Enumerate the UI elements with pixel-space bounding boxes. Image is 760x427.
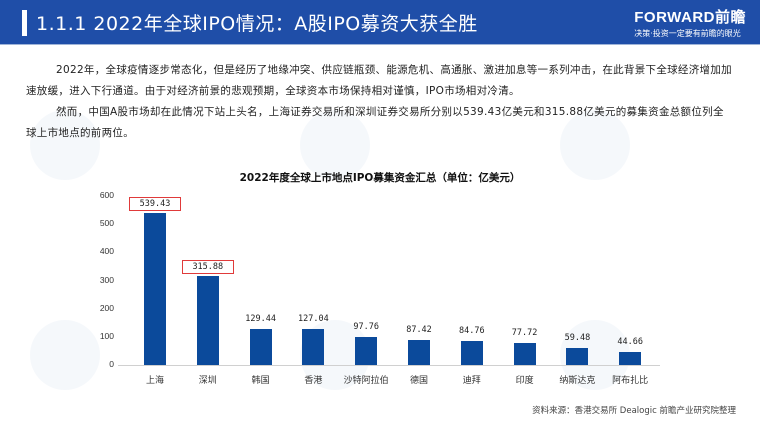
forward-logo: FORWARD前瞻 决策·投资一定要有前瞻的眼光 bbox=[634, 6, 746, 39]
bar-value-label: 44.66 bbox=[617, 337, 643, 348]
page-title: 1.1.1 2022年全球IPO情况：A股IPO募资大获全胜 bbox=[36, 13, 478, 35]
bar bbox=[408, 340, 430, 365]
x-category-label: 印度 bbox=[515, 376, 534, 386]
bar-value-label: 539.43 bbox=[129, 197, 181, 212]
bar-value-label: 127.04 bbox=[298, 314, 329, 325]
y-tick-label: 200 bbox=[99, 302, 114, 313]
x-category-label: 德国 bbox=[409, 376, 428, 386]
y-tick-label: 500 bbox=[99, 218, 114, 229]
x-axis-line bbox=[118, 365, 660, 366]
bar-value-label: 84.76 bbox=[459, 326, 485, 337]
x-category-label: 阿布扎比 bbox=[612, 376, 649, 386]
header-divider bbox=[0, 44, 760, 45]
x-category-label: 深圳 bbox=[198, 376, 217, 386]
y-tick-label: 0 bbox=[109, 359, 114, 369]
paragraph-1: 2022年，全球疫情逐步常态化，但是经历了地缘冲突、供应链瓶颈、能源危机、高通胀… bbox=[26, 64, 732, 97]
bar bbox=[513, 343, 536, 365]
bar-value-label: 97.76 bbox=[353, 322, 379, 333]
source-note: 资料来源：香港交易所 Dealogic 前瞻产业研究院整理 bbox=[532, 406, 736, 416]
bar bbox=[460, 341, 483, 365]
y-tick-label: 400 bbox=[99, 246, 114, 257]
x-category-label: 香港 bbox=[304, 376, 323, 386]
bar-value-label: 129.44 bbox=[245, 313, 276, 324]
bar bbox=[144, 213, 166, 365]
x-category-label: 沙特阿拉伯 bbox=[343, 376, 389, 386]
x-category-label: 上海 bbox=[145, 376, 164, 386]
bar-value-label: 77.72 bbox=[511, 328, 538, 339]
paragraph-2: 然而，中国A股市场却在此情况下站上头名，上海证券交易所和深圳证券交易所分别以53… bbox=[26, 106, 724, 139]
chart-title: 2022年度全球上市地点IPO募集资金汇总（单位：亿美元） bbox=[239, 172, 521, 184]
bar-value-label: 59.48 bbox=[564, 333, 591, 344]
x-category-label: 纳斯达克 bbox=[559, 376, 596, 386]
bar bbox=[566, 348, 589, 365]
bar bbox=[196, 276, 219, 365]
header-banner: 1.1.1 2022年全球IPO情况：A股IPO募资大获全胜 FORWARD前瞻… bbox=[0, 0, 760, 44]
watermark-icon bbox=[560, 110, 630, 180]
y-tick-label: 100 bbox=[99, 330, 114, 341]
bar bbox=[249, 328, 272, 365]
y-tick-label: 600 bbox=[99, 190, 114, 200]
bar-value-label: 315.88 bbox=[181, 260, 234, 275]
logo-brand: FORWARD前瞻 bbox=[634, 9, 746, 26]
logo-slogan: 决策·投资一定要有前瞻的眼光 bbox=[634, 29, 741, 38]
x-category-label: 韩国 bbox=[251, 376, 270, 386]
watermark-icon bbox=[300, 110, 370, 180]
bar bbox=[355, 337, 378, 365]
bar bbox=[619, 352, 642, 365]
title-accent-bar bbox=[22, 10, 27, 36]
x-category-label: 迪拜 bbox=[462, 376, 481, 386]
bar-value-label: 87.42 bbox=[406, 325, 432, 336]
bar bbox=[302, 329, 325, 365]
watermark-icon bbox=[30, 320, 100, 390]
y-tick-label: 300 bbox=[99, 274, 114, 285]
watermark-icon bbox=[30, 110, 100, 180]
